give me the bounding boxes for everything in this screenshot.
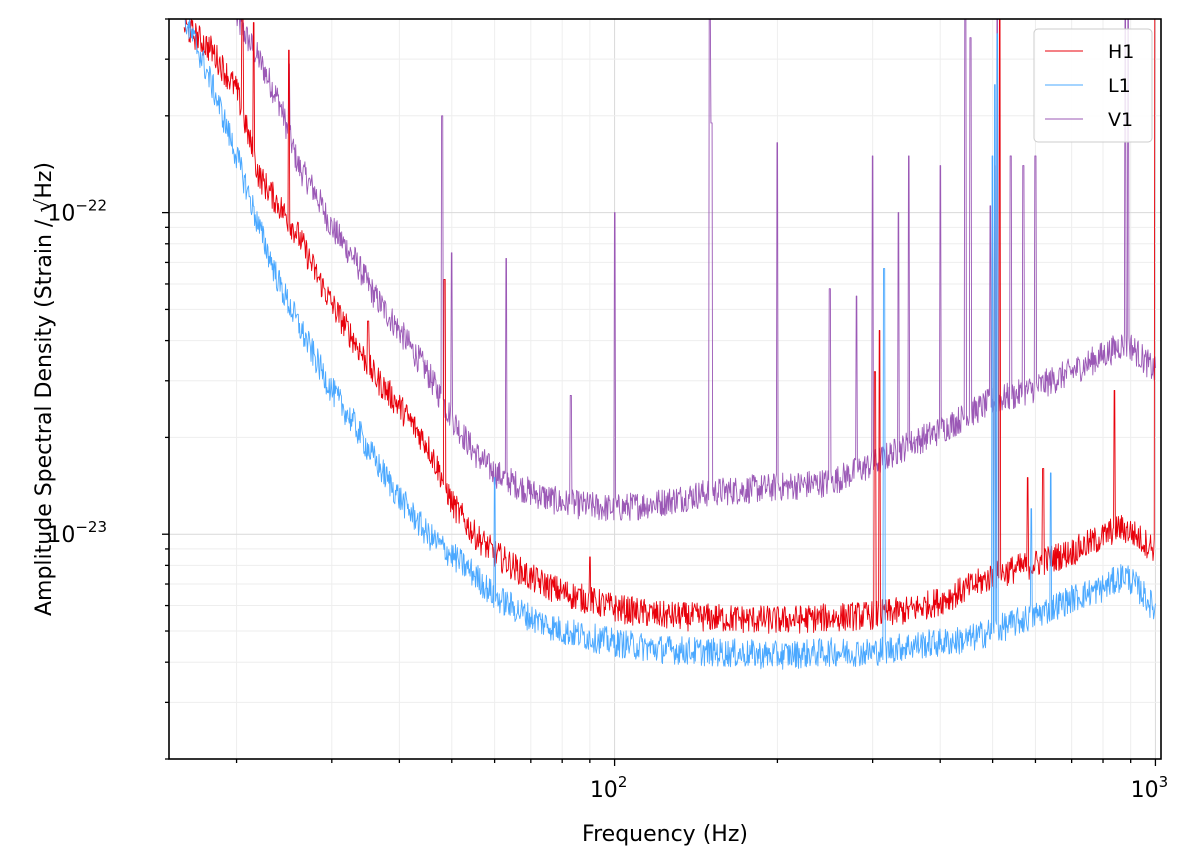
x-tick-label: 103	[1131, 773, 1169, 803]
legend-label-v1: V1	[1108, 109, 1133, 131]
series-layer	[183, 19, 1156, 670]
legend: H1 L1 V1	[1033, 28, 1153, 143]
series-line-l1	[184, 19, 1156, 670]
x-tick-label: 102	[590, 773, 628, 803]
x-axis-label: Frequency (Hz)	[582, 822, 748, 847]
legend-label-h1: H1	[1108, 41, 1134, 63]
plot-frame	[168, 18, 1162, 760]
legend-box	[1033, 28, 1153, 143]
legend-label-l1: L1	[1108, 75, 1131, 97]
y-axis-label: Amplitude Spectral Density (Strain / √Hz…	[32, 162, 57, 616]
series-line-v1	[236, 19, 1156, 522]
